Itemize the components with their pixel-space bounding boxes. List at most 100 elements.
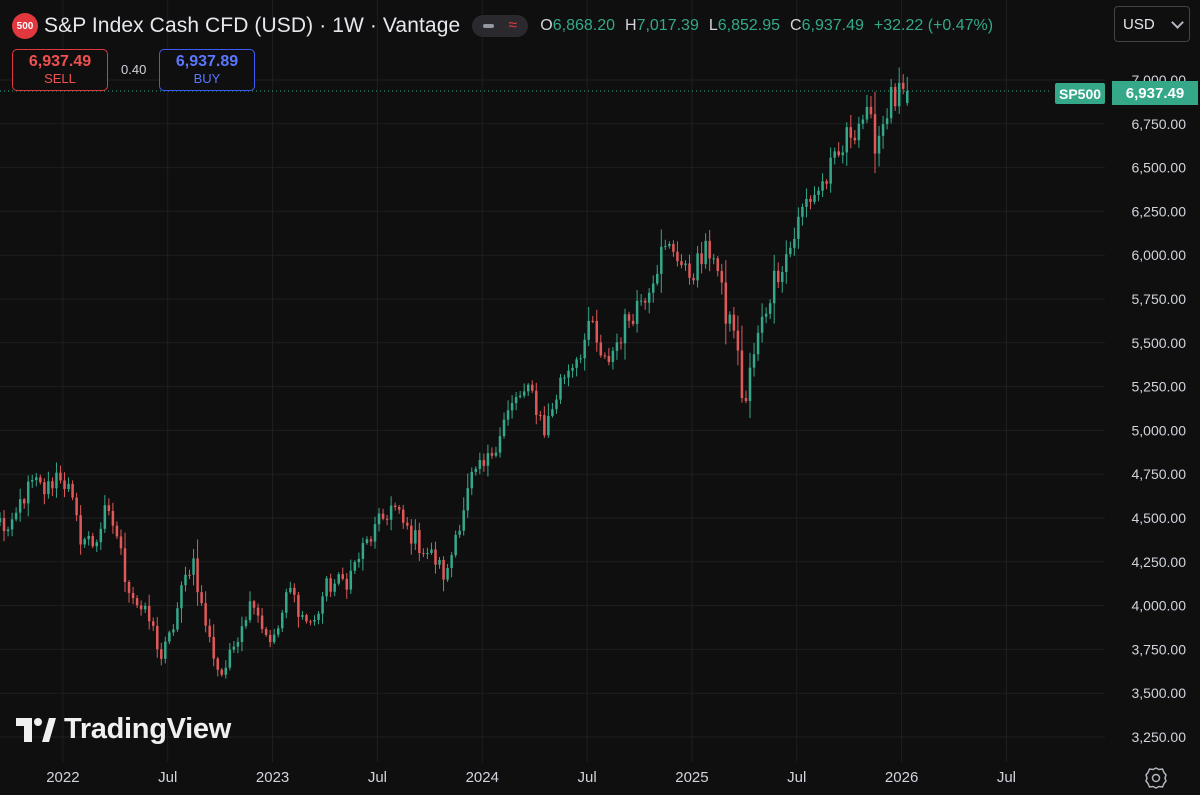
candle [39, 474, 42, 485]
candle-body [397, 507, 401, 510]
indicator-toggle[interactable]: ≈ [472, 15, 529, 37]
candle [349, 559, 353, 594]
candle [498, 427, 502, 458]
x-tick-label: 2024 [466, 769, 499, 786]
candle-body [571, 367, 574, 371]
settings-gear-icon[interactable] [1144, 766, 1168, 790]
candle-body [281, 612, 284, 629]
candle-body [599, 342, 603, 356]
open-label: O [540, 17, 553, 34]
candle-body [345, 578, 349, 590]
candle [559, 374, 562, 405]
candle [583, 333, 586, 371]
candle-body [660, 246, 663, 274]
candle [381, 508, 385, 521]
candle-body [474, 468, 478, 472]
candle [204, 591, 207, 633]
candle-body [410, 525, 413, 544]
candle [345, 573, 349, 599]
candle [482, 453, 486, 472]
candle-body [389, 505, 393, 520]
candle-body [768, 303, 772, 314]
candle-body [551, 409, 554, 416]
buy-label: BUY [193, 71, 221, 86]
candle-body [764, 313, 768, 317]
candle [696, 245, 699, 288]
currency-select[interactable]: USD [1114, 6, 1190, 42]
candle [373, 516, 377, 549]
candle-body [672, 243, 675, 252]
candle-body [329, 578, 332, 592]
candle [547, 403, 550, 438]
candle-body [893, 86, 897, 107]
candle [22, 497, 26, 509]
buy-button[interactable]: 6,937.89 BUY [159, 49, 255, 91]
candle [684, 260, 687, 271]
x-tick-label: 2023 [256, 769, 289, 786]
candle [450, 552, 453, 578]
symbol-title[interactable]: S&P Index Cash CFD (USD) · 1W · Vantage [44, 14, 461, 37]
candle-body [502, 419, 506, 437]
candle [535, 382, 538, 425]
candle-body [139, 605, 143, 610]
candle-body [276, 628, 280, 635]
candle [353, 560, 357, 574]
candle [220, 667, 224, 677]
candle [861, 114, 865, 130]
candle [724, 260, 728, 345]
candle [906, 76, 909, 106]
last-price-tag: 6,937.49 [1112, 81, 1198, 105]
candle [458, 524, 461, 538]
candle-body [297, 594, 300, 617]
candle-body [123, 548, 127, 582]
candle-body [438, 559, 441, 565]
candle [813, 186, 816, 205]
sell-label: SELL [44, 71, 76, 86]
candle-body [615, 342, 619, 351]
y-tick-label: 3,500.00 [1132, 685, 1187, 701]
candle [716, 256, 719, 277]
candle [607, 347, 611, 366]
symbol-logo-icon[interactable]: 500 [12, 13, 38, 39]
candle-body [656, 273, 659, 284]
tradingview-watermark[interactable]: TradingView [16, 713, 231, 746]
candle-body [83, 539, 86, 545]
candle-body [127, 581, 131, 593]
candle [321, 591, 324, 624]
candle [6, 526, 10, 537]
candle [305, 613, 308, 624]
candle-body [268, 635, 272, 643]
candle-body [841, 152, 844, 156]
x-tick-label: 2025 [675, 769, 708, 786]
candle [67, 477, 70, 492]
candle [772, 254, 776, 324]
candle-body [325, 578, 328, 597]
candle [172, 624, 175, 636]
candle-body [22, 499, 26, 504]
candle [643, 297, 647, 310]
candle [51, 477, 54, 497]
candle [341, 567, 344, 581]
sell-button[interactable]: 6,937.49 SELL [12, 49, 108, 91]
candle [700, 241, 703, 274]
candle-body [248, 601, 252, 621]
candle-body [466, 488, 469, 511]
candle [837, 142, 840, 158]
currency-value: USD [1123, 15, 1155, 33]
candle-body [200, 592, 203, 604]
candle [575, 356, 578, 377]
candle [385, 514, 389, 526]
candle-body [79, 515, 82, 545]
candle [704, 233, 707, 269]
candle [623, 308, 627, 360]
candle [454, 530, 457, 558]
candle-body [450, 555, 453, 569]
candle-body [43, 482, 46, 495]
candle [712, 253, 715, 265]
candle [526, 383, 530, 396]
candle-body [712, 258, 715, 260]
candle-body [365, 539, 369, 544]
candle-body [252, 601, 256, 608]
candle-body [716, 258, 719, 272]
